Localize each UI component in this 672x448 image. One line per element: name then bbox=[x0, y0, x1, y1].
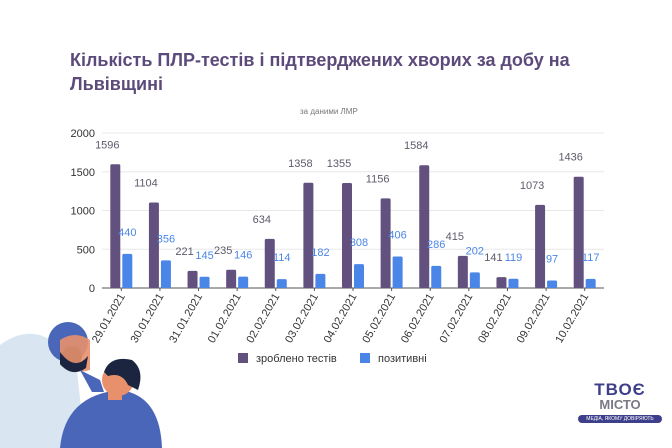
bar-tests bbox=[419, 165, 430, 288]
data-label: 634 bbox=[253, 214, 271, 226]
bar-positive bbox=[431, 265, 442, 288]
y-tick-label: 1500 bbox=[71, 167, 95, 179]
bar-tests bbox=[110, 164, 121, 288]
x-tick-label: 29.01.2021 bbox=[90, 292, 128, 346]
bar-positive bbox=[315, 273, 326, 288]
data-label: 1073 bbox=[520, 180, 544, 192]
data-label: 308 bbox=[350, 237, 368, 249]
data-label: 286 bbox=[427, 239, 445, 251]
chart-subtitle: за даними ЛМР bbox=[300, 107, 358, 116]
x-tick-label: 31.01.2021 bbox=[167, 292, 205, 346]
data-label: 1358 bbox=[288, 158, 312, 170]
x-tick-label: 04.02.2021 bbox=[322, 292, 360, 346]
data-label: 1584 bbox=[404, 140, 428, 152]
data-label: 141 bbox=[484, 252, 502, 264]
bar-tests bbox=[342, 182, 352, 288]
bar-tests bbox=[496, 277, 507, 288]
bar-tests bbox=[148, 202, 159, 288]
data-label: 235 bbox=[214, 245, 232, 257]
bar-positive bbox=[276, 279, 287, 288]
data-label: 145 bbox=[195, 250, 213, 262]
bar-positive bbox=[354, 264, 364, 288]
logo-line2: МІСТО bbox=[599, 397, 641, 412]
data-label: 117 bbox=[582, 252, 600, 264]
bar-tests bbox=[380, 198, 391, 288]
data-label: 1104 bbox=[134, 177, 158, 189]
data-label: 406 bbox=[388, 230, 406, 242]
data-label: 1596 bbox=[95, 139, 119, 151]
bar-positive bbox=[547, 280, 558, 288]
data-label: 202 bbox=[466, 245, 484, 257]
y-tick-label: 0 bbox=[89, 283, 95, 295]
x-tick-label: 07.02.2021 bbox=[438, 292, 476, 346]
data-label: 114 bbox=[273, 252, 291, 264]
legend-label: зроблено тестів bbox=[256, 353, 337, 365]
logo-tagline: МЕДІА, ЯКОМУ ДОВІРЯЮТЬ bbox=[578, 415, 662, 423]
bar-tests bbox=[535, 204, 546, 288]
legend-swatch bbox=[360, 353, 370, 363]
bar-positive bbox=[160, 260, 171, 288]
data-label: 1156 bbox=[366, 173, 390, 185]
bar-positive bbox=[122, 253, 133, 288]
legend-label: позитивні bbox=[378, 353, 427, 365]
bar-positive bbox=[392, 256, 403, 288]
bar-positive bbox=[469, 272, 480, 288]
x-tick-label: 01.02.2021 bbox=[206, 292, 244, 346]
data-label: 415 bbox=[446, 231, 464, 243]
data-label: 221 bbox=[175, 246, 193, 258]
data-label: 97 bbox=[546, 253, 558, 265]
data-label: 1355 bbox=[327, 158, 351, 170]
y-tick-label: 500 bbox=[77, 244, 95, 256]
data-label: 440 bbox=[118, 227, 136, 239]
data-label: 1436 bbox=[558, 152, 582, 164]
x-tick-label: 02.02.2021 bbox=[244, 292, 282, 346]
data-label: 356 bbox=[157, 233, 175, 245]
bar-positive bbox=[199, 276, 210, 288]
bar-tests bbox=[457, 255, 468, 288]
x-tick-label: 08.02.2021 bbox=[476, 292, 514, 346]
bar-tests bbox=[187, 270, 198, 288]
x-tick-label: 06.02.2021 bbox=[399, 292, 437, 346]
x-tick-label: 10.02.2021 bbox=[553, 292, 591, 346]
chart-title: Кількість ПЛР-тестів і підтверджених хво… bbox=[70, 50, 570, 94]
bar-tests bbox=[226, 269, 237, 288]
data-label: 146 bbox=[234, 250, 252, 262]
x-tick-label: 05.02.2021 bbox=[360, 292, 398, 346]
bar-positive bbox=[508, 278, 519, 288]
y-tick-label: 1000 bbox=[71, 206, 95, 218]
x-tick-label: 30.01.2021 bbox=[129, 292, 167, 346]
data-label: 119 bbox=[505, 252, 523, 264]
x-tick-label: 09.02.2021 bbox=[515, 292, 553, 346]
bar-tests bbox=[303, 182, 314, 288]
bar-tests bbox=[264, 238, 275, 288]
bar-positive bbox=[585, 278, 596, 288]
bar-positive bbox=[238, 276, 249, 288]
legend-swatch bbox=[238, 353, 248, 363]
x-tick-label: 03.02.2021 bbox=[283, 292, 321, 346]
bar-tests bbox=[573, 176, 584, 288]
logo-line1: ТВОЄ bbox=[594, 380, 646, 399]
data-label: 182 bbox=[311, 247, 329, 259]
doctor-illustration bbox=[0, 322, 162, 448]
y-tick-label: 2000 bbox=[71, 128, 95, 140]
tvoe-misto-logo: ТВОЄ МІСТО МЕДІА, ЯКОМУ ДОВІРЯЮТЬ bbox=[578, 380, 662, 423]
